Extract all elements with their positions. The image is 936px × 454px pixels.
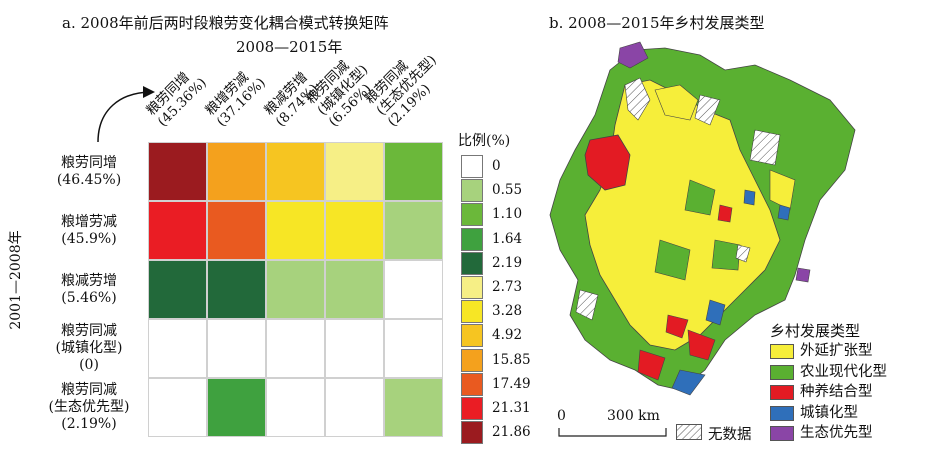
column-header: 粮增劳减 (37.16%) [202,64,268,130]
map-region-red [584,134,631,191]
matrix-cell [384,260,443,319]
panel-a-title: a. 2008年前后两时段粮劳变化耦合模式转换矩阵 [62,14,389,32]
legend-label: 15.85 [492,351,531,368]
map-legend-swatch [770,405,794,421]
row-label-sub: (生态优先型) [48,399,130,415]
matrix-cell [148,260,207,319]
transition-matrix [148,142,443,437]
legend-label: 1.10 [492,206,523,223]
matrix-cell [266,201,325,260]
legend-swatch [461,372,483,396]
row-label-pct: (2.19%) [61,416,117,432]
legend-swatch [461,203,483,227]
row-label: 粮劳同增 (46.45%) [30,155,148,189]
row-label-name: 粮劳同减 [61,323,117,339]
legend-swatch [461,348,483,372]
scale-start: 0 [557,408,566,424]
row-label-pct: (46.45%) [56,171,122,188]
no-data-swatch [676,424,702,440]
row-label: 粮增劳减 (45.9%) [30,214,148,248]
matrix-cell [325,378,384,437]
matrix-cell [325,201,384,260]
row-label-name: 粮减劳增 [61,272,117,289]
matrix-cell [384,201,443,260]
matrix-cell [266,378,325,437]
matrix-cell [207,142,266,201]
row-label-name: 粮增劳减 [61,213,117,230]
matrix-cell [384,319,443,378]
row-label-pct: (5.46%) [61,289,117,306]
matrix-cell [207,201,266,260]
legend-swatch [461,300,483,324]
legend-title: 比例(%) [458,133,511,149]
legend-label: 3.28 [492,303,523,320]
no-data-label: 无数据 [708,427,752,443]
map-legend-label: 城镇化型 [800,404,858,421]
map-legend-swatch [770,344,794,359]
curved-arrow [97,86,155,143]
map-legend-swatch [770,364,794,380]
legend-label: 17.49 [492,375,531,392]
row-label: 粮劳同减 (城镇化型) (0) [30,323,148,374]
matrix-cell [207,378,266,437]
legend-swatch [461,421,483,445]
legend-swatch [461,155,483,178]
map-legend-label: 外延扩张型 [800,343,873,359]
matrix-cell [148,378,207,437]
map-legend-label: 生态优先型 [800,425,873,441]
legend-label: 0 [492,158,501,174]
row-label-name: 粮劳同增 [61,154,117,171]
row-axis-title: 2001—2008年 [8,230,24,330]
matrix-cell [266,260,325,319]
map-legend-label: 农业现代化型 [800,363,887,380]
map-legend-swatch [770,426,794,441]
legend-label: 0.55 [492,182,523,199]
panel-b-title: b. 2008—2015年乡村发展类型 [549,14,765,32]
matrix-cell [325,319,384,378]
matrix-cell [325,142,384,201]
map-legend-label: 种养结合型 [800,384,873,400]
legend-label: 1.64 [492,230,523,247]
legend-swatch [461,324,483,348]
matrix-cell [266,142,325,201]
matrix-cell [148,319,207,378]
legend-label: 2.73 [492,279,523,295]
matrix-cell [207,319,266,378]
legend-label: 21.31 [492,400,531,416]
matrix-cell [325,260,384,319]
legend-label: 21.86 [492,424,531,441]
matrix-cell [148,142,207,201]
scale-end: 300 km [607,408,660,424]
map-legend-swatch [770,385,794,400]
legend-swatch [461,227,483,251]
map-legend-title: 乡村发展类型 [770,322,861,340]
legend-swatch [461,276,483,299]
row-label-name: 粮劳同减 [61,382,117,398]
map-region-nodata [624,77,651,121]
matrix-cell [266,319,325,378]
column-header: 粮劳同减 (生态优先型) (2.19%) [362,41,451,130]
col-axis-title: 2008—2015年 [236,38,343,56]
matrix-cell [148,201,207,260]
map-region-blue [743,189,756,206]
matrix-cell [384,378,443,437]
row-label: 粮劳同减 (生态优先型) (2.19%) [30,382,148,433]
row-label-pct: (0) [79,357,99,373]
legend-swatch [461,251,483,275]
legend-label: 4.92 [492,327,523,344]
map-region-purple [617,41,649,69]
row-label-pct: (45.9%) [61,230,117,247]
legend-swatch [461,397,483,420]
region-map [549,41,856,396]
row-label: 粮减劳增 (5.46%) [30,273,148,307]
matrix-cell [207,260,266,319]
row-label-sub: (城镇化型) [55,340,123,356]
legend-swatch [461,179,483,203]
scale-bar [558,428,667,437]
matrix-cell [384,142,443,201]
legend-label: 2.19 [492,254,523,271]
